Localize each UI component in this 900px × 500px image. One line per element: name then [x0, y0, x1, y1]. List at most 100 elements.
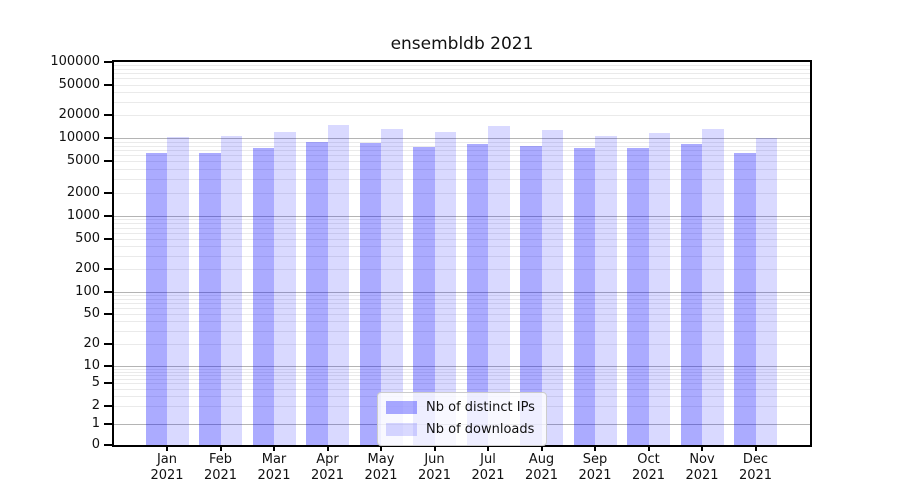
y-tick-label-1000: 1000: [66, 208, 100, 223]
x-tick-year: 2021: [257, 468, 291, 483]
bar-downloads-jun: [434, 131, 456, 445]
bar-distinct-ips-mar: [252, 147, 274, 445]
y-tick-label-2: 2: [91, 398, 100, 414]
y-tick-mark-10: [104, 365, 112, 367]
y-tick-mark-2: [104, 405, 112, 408]
bar-downloads-jan: [167, 137, 189, 445]
bar-downloads-mar: [274, 131, 296, 445]
gridline-40: [114, 321, 810, 323]
legend-swatch-downloads: [386, 423, 417, 436]
y-tick-mark-100000: [104, 60, 112, 63]
bar-downloads-aug: [541, 130, 563, 445]
x-tick-month: Jun: [424, 452, 445, 467]
x-tick-year: 2021: [685, 468, 719, 483]
x-tick-label-sep: Sep 2021: [567, 452, 623, 484]
bar-downloads-oct: [648, 132, 670, 445]
x-tick-month: Mar: [261, 452, 287, 467]
y-tick-label-0: 0: [91, 437, 100, 452]
x-tick-mark-oct: [647, 445, 650, 451]
x-tick-year: 2021: [471, 468, 505, 483]
gridline-10000: [114, 138, 810, 139]
gridline-6000: [114, 155, 810, 157]
y-tick-mark-1000: [104, 215, 112, 217]
x-tick-month: Aug: [528, 452, 555, 467]
x-tick-label-oct: Oct 2021: [621, 452, 677, 484]
gridline-600: [114, 232, 810, 234]
gridline-30000: [114, 101, 810, 103]
x-tick-label-feb: Feb 2021: [193, 452, 249, 484]
y-tick-mark-500: [104, 237, 112, 240]
x-tick-mark-mar: [273, 445, 275, 451]
gridline-60000: [114, 78, 810, 80]
x-tick-year: 2021: [203, 468, 238, 483]
bar-distinct-ips-jun: [413, 147, 435, 445]
y-tick-mark-1: [104, 422, 112, 425]
y-tick-mark-100: [104, 291, 112, 293]
bar-distinct-ips-sep: [573, 148, 595, 445]
y-tick-label-20000: 20000: [58, 106, 100, 122]
bar-distinct-ips-aug: [520, 146, 542, 445]
x-tick-month: Oct: [637, 452, 660, 467]
x-tick-year: 2021: [578, 468, 612, 483]
gridline-2000: [114, 192, 810, 194]
y-tick-label-20: 20: [83, 335, 100, 351]
x-tick-label-aug: Aug 2021: [514, 452, 570, 484]
y-tick-mark-5: [104, 382, 112, 385]
x-tick-label-apr: Apr 2021: [300, 452, 356, 484]
gridline-5000: [114, 161, 810, 163]
y-tick-label-5000: 5000: [66, 153, 100, 169]
gridline-800: [114, 223, 810, 225]
gridline-20000: [114, 114, 810, 116]
gridline-4: [114, 388, 810, 390]
x-tick-mark-sep: [594, 445, 596, 451]
y-tick-mark-200: [104, 268, 112, 271]
gridline-100: [114, 292, 810, 293]
gridline-8000: [114, 145, 810, 147]
x-tick-label-nov: Nov 2021: [674, 452, 730, 484]
legend-label-distinct-ips: Nb of distinct IPs: [426, 400, 535, 415]
x-tick-mark-feb: [219, 445, 222, 451]
x-tick-month: May: [367, 452, 395, 467]
bar-downloads-may: [381, 128, 403, 445]
y-tick-mark-10000: [104, 137, 112, 139]
bar-downloads-sep: [595, 135, 617, 445]
gridline-30: [114, 330, 810, 332]
legend-label-downloads: Nb of downloads: [426, 422, 535, 437]
x-tick-month: Nov: [689, 452, 715, 467]
x-tick-year: 2021: [417, 468, 452, 483]
x-tick-month: Jul: [480, 452, 496, 467]
gridline-90000: [114, 65, 810, 66]
gridline-80000: [114, 68, 810, 70]
gridline-10: [114, 366, 810, 367]
gridline-7000: [114, 150, 810, 152]
x-tick-month: Apr: [316, 452, 339, 467]
legend-swatch-distinct-ips: [386, 401, 417, 414]
x-tick-month: Dec: [742, 452, 769, 467]
y-tick-label-200: 200: [75, 261, 100, 277]
gridline-1000: [114, 216, 810, 217]
gridline-400: [114, 246, 810, 248]
gridline-80: [114, 299, 810, 301]
bar-downloads-jul: [488, 125, 510, 445]
bar-downloads-dec: [755, 138, 777, 445]
x-tick-mark-jul: [487, 445, 489, 451]
y-tick-label-10000: 10000: [58, 130, 100, 145]
y-tick-label-50000: 50000: [58, 76, 100, 92]
gridline-9: [114, 368, 810, 370]
y-tick-mark-0: [104, 444, 112, 446]
bar-distinct-ips-apr: [306, 142, 328, 445]
gridline-20: [114, 343, 810, 345]
y-tick-label-100: 100: [75, 284, 100, 299]
y-tick-label-10: 10: [83, 358, 100, 373]
x-tick-mark-jun: [433, 445, 436, 451]
bar-downloads-nov: [702, 128, 724, 445]
plot-area: [112, 60, 812, 447]
x-tick-month: Sep: [582, 452, 608, 467]
bar-distinct-ips-feb: [199, 152, 221, 445]
x-tick-month: Jan: [156, 452, 178, 467]
gridline-300: [114, 255, 810, 257]
gridline-500: [114, 238, 810, 240]
bar-downloads-apr: [327, 125, 349, 445]
x-tick-mark-dec: [754, 445, 757, 451]
x-tick-mark-may: [380, 445, 382, 451]
